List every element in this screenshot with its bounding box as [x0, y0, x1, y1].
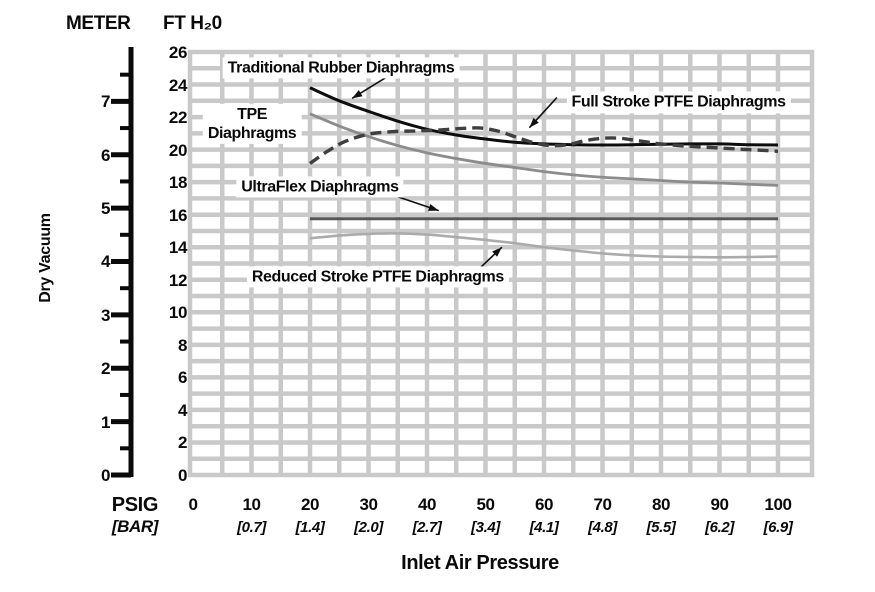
- x-axis-title: Inlet Air Pressure: [401, 552, 559, 574]
- meter-tick-label: 7: [100, 92, 110, 112]
- bar-tick-label: [6.2]: [705, 519, 734, 536]
- curve-label-line: Full Stroke PTFE Diaphragms: [571, 93, 786, 111]
- psig-tick-label: 100: [764, 495, 792, 514]
- curve-label-reduced-stroke-ptfe-diaphragms: Reduced Stroke PTFE Diaphragms: [246, 265, 509, 288]
- bar-tick-label: [2.0]: [354, 519, 383, 536]
- curve-label-tpe-diaphragms: TPE Diaphragms: [202, 103, 302, 144]
- ft-tick-label: 4: [177, 400, 187, 420]
- annotation-arrowhead: [428, 204, 439, 211]
- ft-tick-label: 14: [168, 238, 188, 258]
- plot-border: [187, 49, 815, 478]
- ft-tick-label: 8: [177, 335, 187, 355]
- meter-tick-label: 3: [100, 305, 110, 325]
- ft-axis-header: FT H₂0: [163, 13, 222, 34]
- psig-tick-label: 70: [593, 495, 612, 514]
- psig-tick-label: 40: [417, 495, 437, 514]
- curve-label-line: UltraFlex Diaphragms: [241, 178, 399, 196]
- meter-axis-header: METER: [66, 13, 131, 34]
- psig-tick-label: 80: [651, 495, 671, 514]
- curve-label-line: Diaphragms: [207, 124, 297, 142]
- curve-tpe-diaphragms: [309, 112, 779, 187]
- psig-tick-label: 30: [359, 495, 378, 514]
- annotation-arrowhead: [492, 247, 502, 257]
- ft-tick-label: 0: [177, 466, 187, 485]
- meter-tick-label: 1: [100, 412, 110, 432]
- curve-label-line: Traditional Rubber Diaphragms: [227, 59, 455, 77]
- psig-tick-label: 50: [476, 495, 495, 514]
- meter-tick-label: 5: [100, 199, 110, 219]
- curve-reduced-stroke-ptfe-diaphragms: [309, 232, 779, 259]
- meter-tick-label: 0: [100, 466, 110, 485]
- ft-tick-label: 26: [168, 43, 188, 62]
- psig-tick-label: 60: [534, 495, 554, 514]
- meter-tick-label: 2: [100, 359, 110, 379]
- curve-label-line: Reduced Stroke PTFE Diaphragms: [251, 267, 504, 285]
- curve-label-traditional-rubber-diaphragms: Traditional Rubber Diaphragms: [222, 57, 460, 79]
- psig-unit-caption: PSIG: [111, 494, 159, 516]
- annotation-arrowhead: [352, 90, 363, 99]
- bar-tick-label: [2.7]: [412, 519, 442, 536]
- ft-tick-label: 2: [177, 433, 187, 453]
- curve-label-full-stroke-ptfe-diaphragms: Full Stroke PTFE Diaphragms: [566, 91, 791, 114]
- ft-tick-label: 10: [168, 303, 188, 323]
- psig-tick-label: 10: [242, 495, 261, 514]
- ft-tick-label: 12: [168, 270, 188, 290]
- curve-label-line: TPE: [237, 105, 268, 123]
- curve-label-ultraflex-diaphragms: UltraFlex Diaphragms: [236, 176, 404, 198]
- ft-tick-label: 22: [168, 108, 188, 128]
- bar-tick-label: [4.1]: [529, 519, 559, 536]
- bar-tick-label: [0.7]: [237, 519, 266, 536]
- meter-tick-label: 6: [100, 145, 110, 165]
- psig-tick-label: 20: [300, 495, 320, 514]
- bar-tick-label: [5.5]: [646, 519, 676, 536]
- ft-tick-label: 16: [168, 205, 188, 225]
- psig-tick-label: 90: [710, 495, 729, 514]
- bar-unit-caption: [BAR]: [111, 517, 159, 536]
- y-axis-title: Dry Vacuum: [37, 213, 54, 303]
- bar-tick-label: [1.4]: [295, 519, 325, 536]
- ft-tick-label: 6: [177, 368, 187, 388]
- ft-tick-label: 24: [168, 75, 188, 95]
- bar-tick-label: [4.8]: [588, 519, 617, 536]
- ft-tick-label: 20: [168, 140, 188, 160]
- psig-tick-label: 0: [188, 495, 198, 514]
- annotation-arrowhead: [529, 117, 539, 128]
- bar-tick-label: [6.9]: [763, 519, 793, 536]
- meter-tick-label: 4: [100, 252, 110, 272]
- bar-tick-label: [3.4]: [471, 519, 500, 536]
- ft-tick-label: 18: [168, 173, 188, 193]
